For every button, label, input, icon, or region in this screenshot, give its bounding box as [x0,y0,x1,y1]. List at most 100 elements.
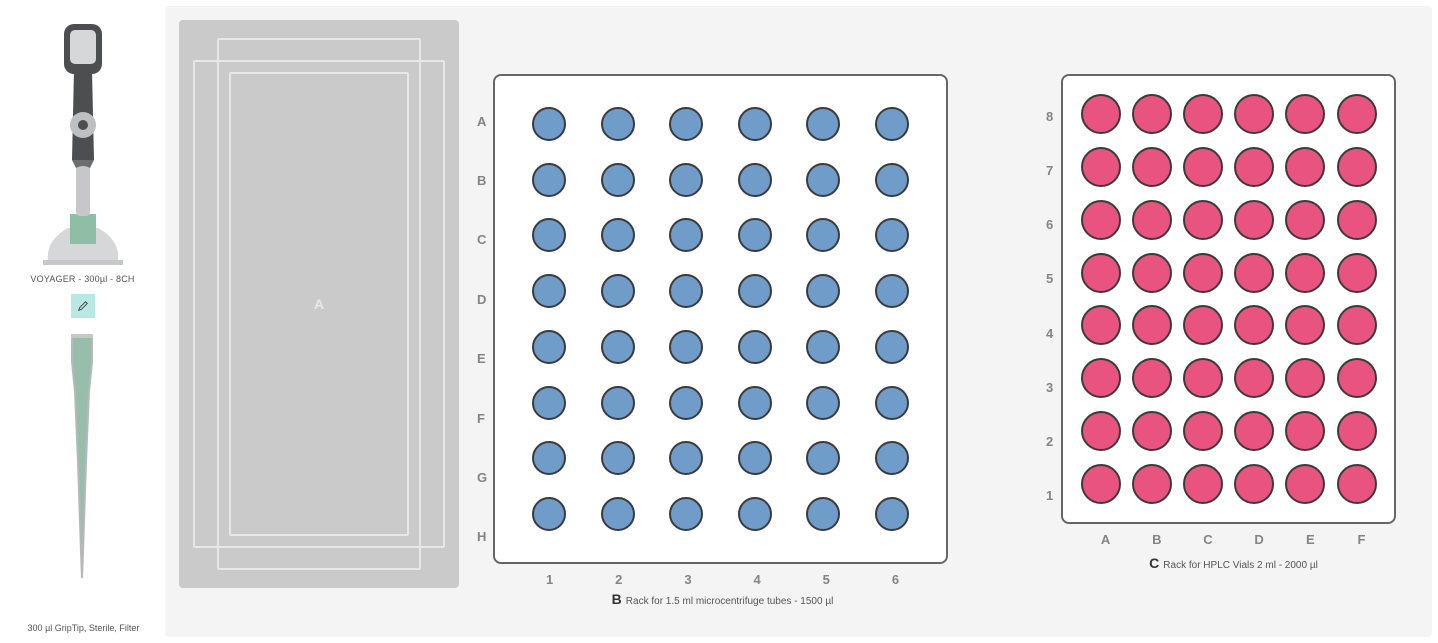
well[interactable] [1337,147,1377,187]
well[interactable] [1337,411,1377,451]
well[interactable] [601,386,635,420]
well[interactable] [1081,200,1121,240]
well[interactable] [532,274,566,308]
well[interactable] [669,386,703,420]
well[interactable] [1183,200,1223,240]
well[interactable] [601,497,635,531]
well[interactable] [1183,253,1223,293]
well[interactable] [1234,464,1274,504]
well[interactable] [806,107,840,141]
well[interactable] [1337,200,1377,240]
well[interactable] [669,274,703,308]
well[interactable] [1234,411,1274,451]
well[interactable] [875,441,909,475]
well[interactable] [1132,464,1172,504]
well[interactable] [669,330,703,364]
well[interactable] [1337,94,1377,134]
well[interactable] [601,274,635,308]
tip-block[interactable]: 300 µl GripTip, Sterile, Filter [26,332,140,633]
well[interactable] [532,497,566,531]
well[interactable] [1285,200,1325,240]
well[interactable] [669,441,703,475]
well[interactable] [669,497,703,531]
well[interactable] [1183,464,1223,504]
well[interactable] [738,107,772,141]
position-b[interactable]: ABCDEFGH 123456 B Rack for 1.5 ml microc… [477,20,950,623]
well[interactable] [806,218,840,252]
well[interactable] [875,274,909,308]
well[interactable] [1183,147,1223,187]
well[interactable] [1081,94,1121,134]
well[interactable] [875,386,909,420]
well[interactable] [806,330,840,364]
plate-c[interactable] [1061,74,1396,524]
well[interactable] [1234,253,1274,293]
well[interactable] [1234,147,1274,187]
well[interactable] [738,218,772,252]
well[interactable] [1234,200,1274,240]
well[interactable] [1081,358,1121,398]
well[interactable] [1285,464,1325,504]
well[interactable] [1132,358,1172,398]
well[interactable] [875,107,909,141]
well[interactable] [1234,305,1274,345]
well[interactable] [669,163,703,197]
well[interactable] [1285,411,1325,451]
well[interactable] [1337,253,1377,293]
well[interactable] [532,163,566,197]
well[interactable] [1285,253,1325,293]
well[interactable] [1285,358,1325,398]
well[interactable] [738,330,772,364]
well[interactable] [1081,253,1121,293]
well[interactable] [1132,253,1172,293]
well[interactable] [1234,358,1274,398]
well[interactable] [601,330,635,364]
well[interactable] [1081,411,1121,451]
well[interactable] [601,218,635,252]
well[interactable] [1183,411,1223,451]
well[interactable] [738,163,772,197]
well[interactable] [738,497,772,531]
well[interactable] [806,497,840,531]
well[interactable] [875,330,909,364]
well[interactable] [1337,358,1377,398]
well[interactable] [1132,411,1172,451]
well[interactable] [669,107,703,141]
well[interactable] [532,441,566,475]
well[interactable] [669,218,703,252]
well[interactable] [1183,305,1223,345]
well[interactable] [1337,305,1377,345]
well[interactable] [1081,305,1121,345]
well[interactable] [532,386,566,420]
well[interactable] [1132,147,1172,187]
plate-b[interactable] [493,74,948,564]
well[interactable] [1234,94,1274,134]
edit-button[interactable] [71,294,95,318]
position-a[interactable]: A [179,20,459,623]
well[interactable] [738,441,772,475]
well[interactable] [806,163,840,197]
well[interactable] [601,163,635,197]
well[interactable] [738,274,772,308]
well[interactable] [806,386,840,420]
pipette-block[interactable]: VOYAGER - 300µl - 8CH [28,10,138,284]
well[interactable] [601,107,635,141]
well[interactable] [1337,464,1377,504]
well[interactable] [1183,358,1223,398]
well[interactable] [875,163,909,197]
well[interactable] [1081,464,1121,504]
position-c[interactable]: 12345678 ABCDEF C Rack for HPLC Vials 2 … [1046,20,1401,623]
well[interactable] [532,330,566,364]
well[interactable] [875,497,909,531]
well[interactable] [1285,305,1325,345]
well[interactable] [1285,94,1325,134]
well[interactable] [1132,305,1172,345]
well[interactable] [806,274,840,308]
well[interactable] [601,441,635,475]
well[interactable] [1183,94,1223,134]
well[interactable] [875,218,909,252]
well[interactable] [738,386,772,420]
well[interactable] [532,107,566,141]
well[interactable] [1132,94,1172,134]
well[interactable] [1081,147,1121,187]
